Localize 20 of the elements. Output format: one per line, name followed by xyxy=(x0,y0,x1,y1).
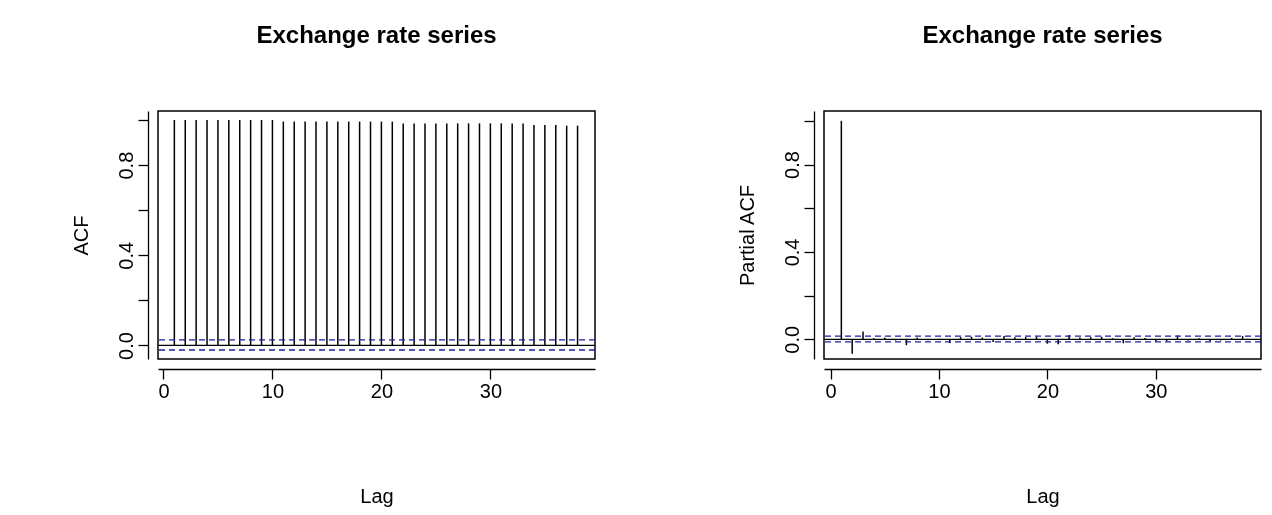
y-tick-label: 0.0 xyxy=(780,325,803,354)
x-tick-label: 20 xyxy=(370,379,394,402)
chart-title: Exchange rate series xyxy=(922,21,1163,48)
x-axis-title: Lag xyxy=(360,484,394,507)
y-axis-title: ACF xyxy=(69,215,92,256)
y-tick-label: 0.0 xyxy=(114,332,137,360)
y-axis-title: Partial ACF xyxy=(735,184,758,287)
x-tick-label: 30 xyxy=(1145,379,1168,402)
x-tick-label: 10 xyxy=(928,379,951,402)
y-tick-label: 0.8 xyxy=(780,151,803,179)
x-tick-label: 30 xyxy=(479,379,503,402)
x-tick-label: 20 xyxy=(1036,379,1059,402)
x-tick-label: 0 xyxy=(158,379,170,402)
y-tick-label: 0.4 xyxy=(780,238,803,267)
x-tick-label: 10 xyxy=(261,379,285,402)
y-tick-label: 0.8 xyxy=(114,151,137,180)
chart-title: Exchange rate series xyxy=(256,21,497,48)
x-tick-label: 0 xyxy=(825,379,837,402)
y-tick-label: 0.4 xyxy=(114,241,137,270)
x-axis-title: Lag xyxy=(1026,484,1060,507)
